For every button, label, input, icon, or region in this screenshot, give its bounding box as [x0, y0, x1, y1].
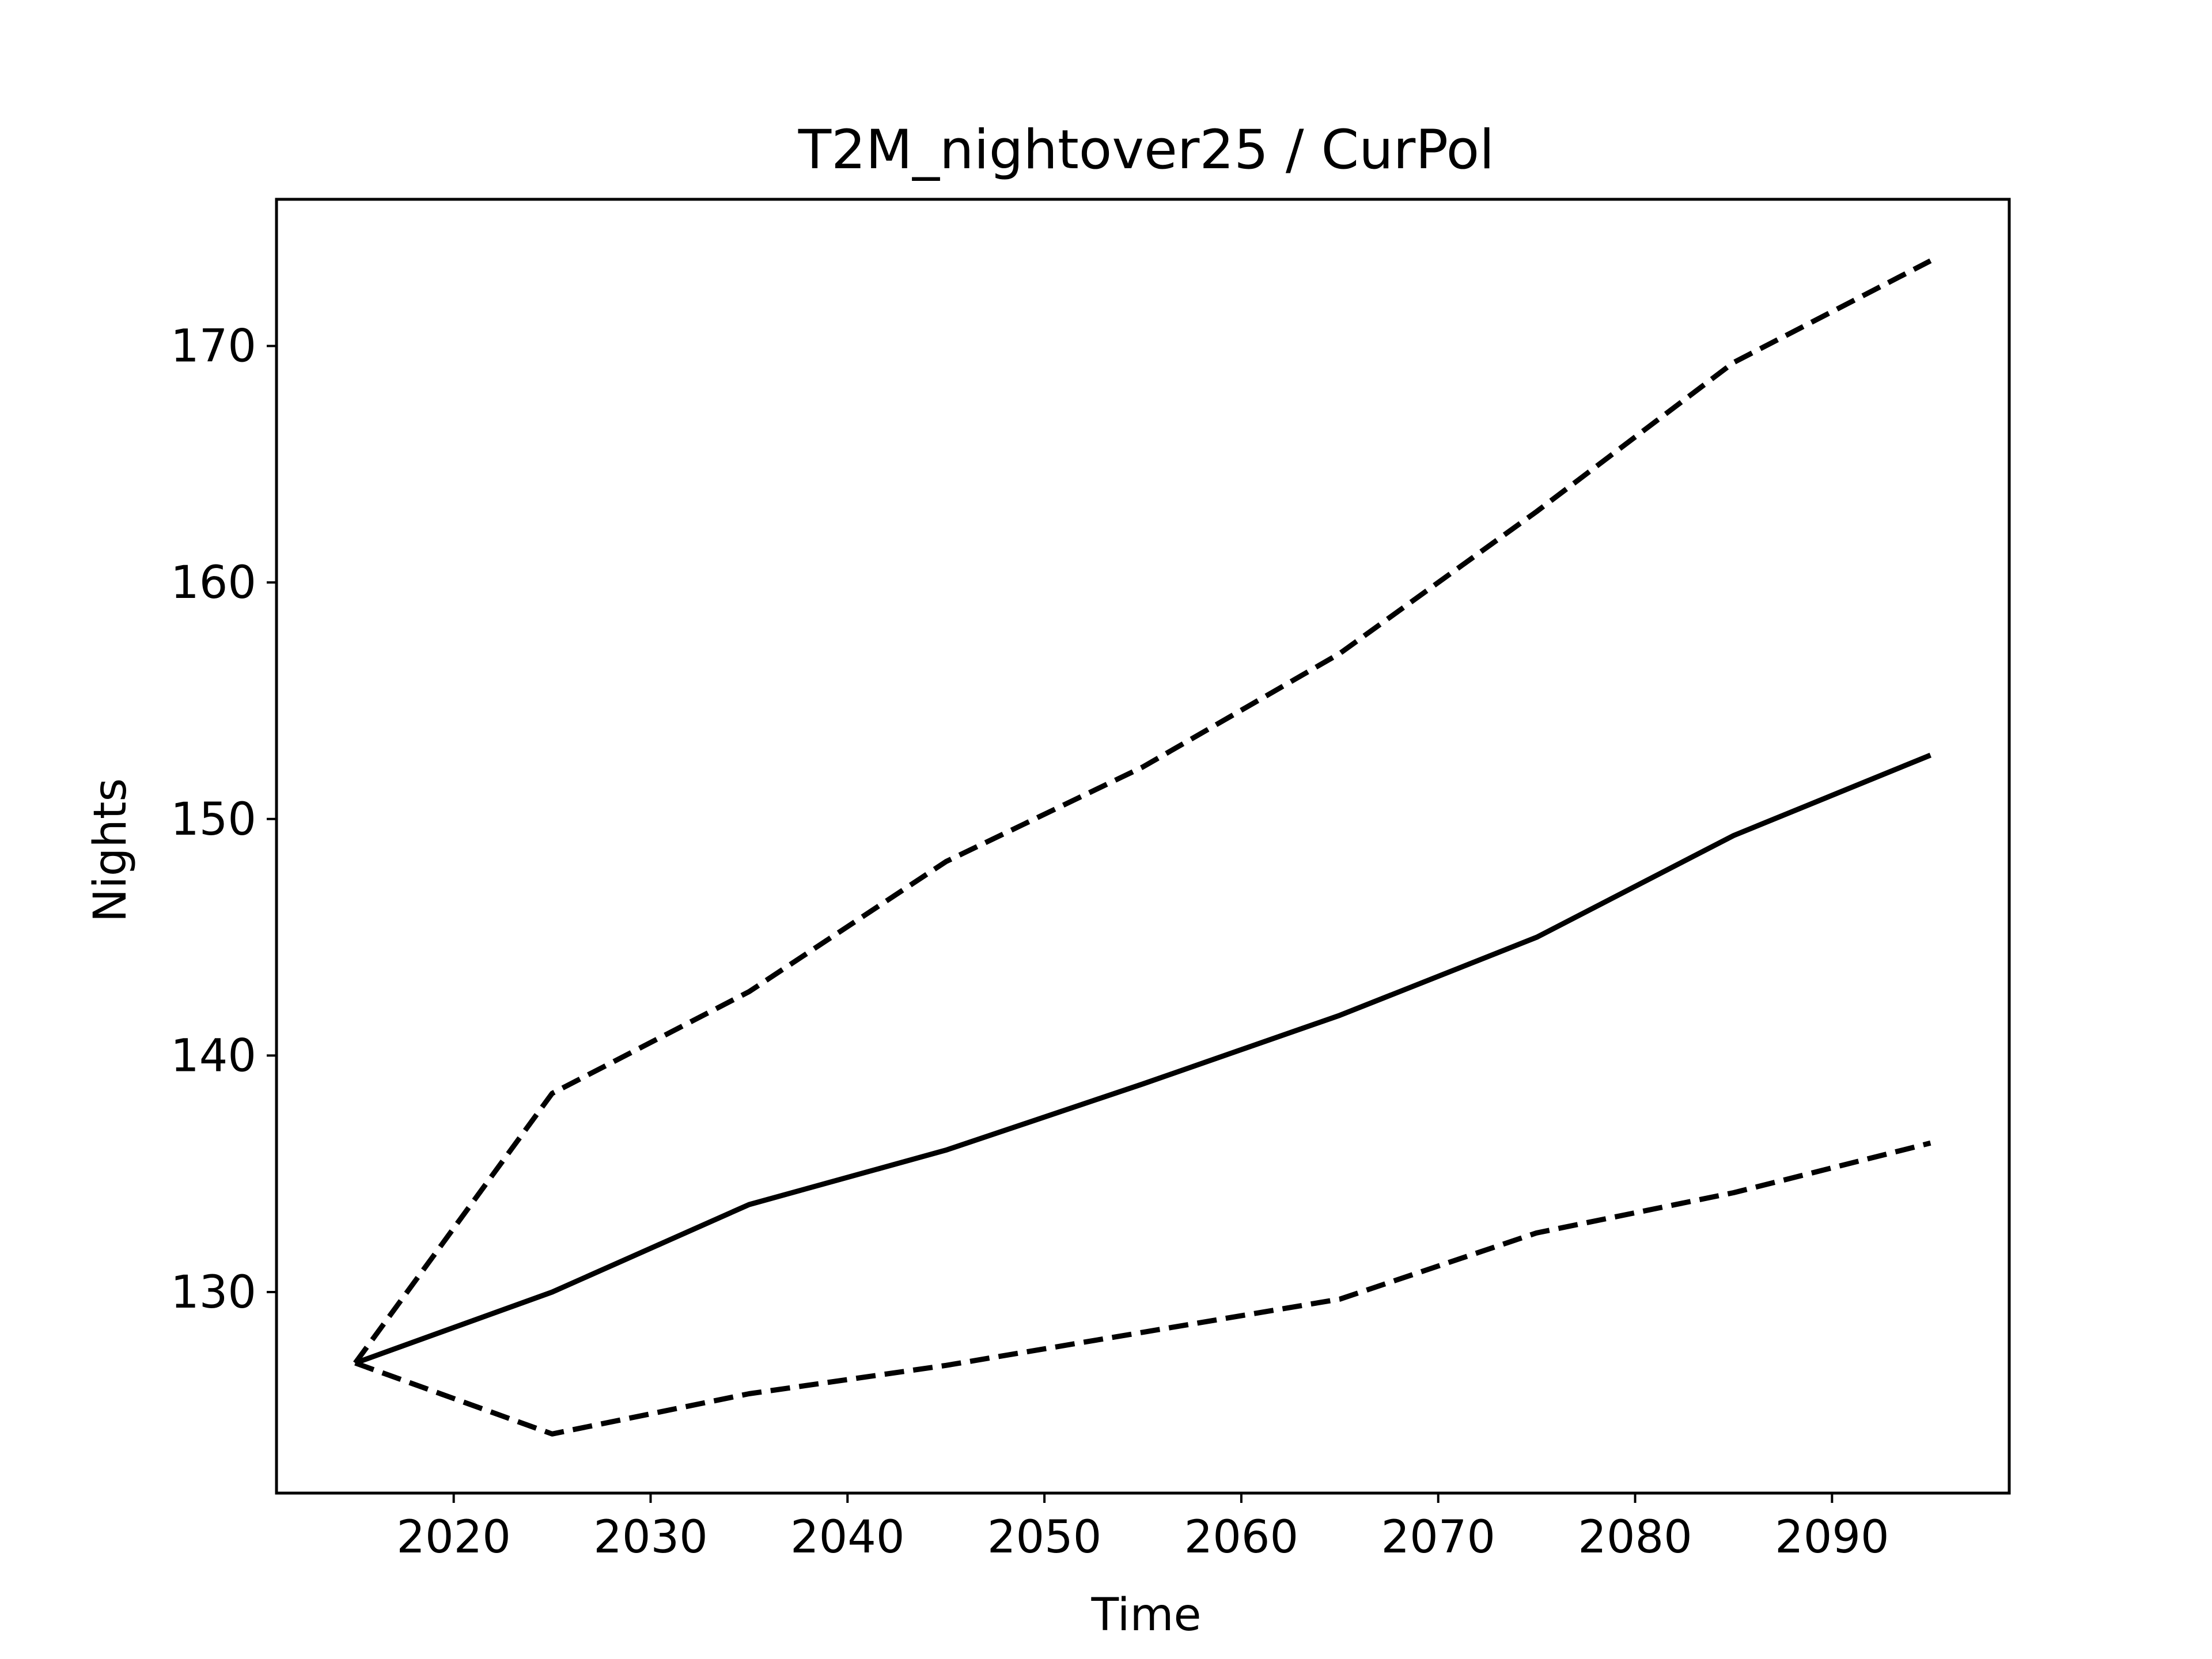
chart-title: T2M_nightover25 / CurPol: [798, 119, 1495, 181]
plot-frame: [275, 198, 2011, 1495]
x-tick-label: 2090: [1775, 1512, 1889, 1563]
solid-series-line-0: [354, 752, 1932, 1366]
series-layer: [353, 258, 1932, 1437]
x-tick-label: 2020: [396, 1512, 511, 1563]
x-tick-label: 2050: [987, 1512, 1102, 1563]
y-tick-label: 130: [171, 1267, 256, 1319]
x-tick-label: 2030: [593, 1512, 708, 1563]
x-axis-label: Time: [1091, 1589, 1202, 1641]
x-axis-ticks: 2020 2030 2040 2050 2060 2070 2080 2090: [396, 1493, 1889, 1563]
dashed-series-line-1: [353, 258, 1932, 1365]
y-tick-label: 160: [171, 557, 256, 609]
dashed-series-line-2: [354, 1140, 1931, 1437]
y-axis-label: Nights: [85, 778, 137, 922]
y-tick-label: 150: [171, 794, 256, 846]
y-tick-label: 170: [171, 321, 256, 373]
x-tick-label: 2070: [1381, 1512, 1495, 1563]
x-tick-label: 2060: [1184, 1512, 1299, 1563]
x-tick-label: 2080: [1578, 1512, 1692, 1563]
x-tick-label: 2040: [790, 1512, 905, 1563]
y-tick-label: 140: [171, 1030, 256, 1082]
y-axis-ticks: 130 140 150 160 170: [171, 321, 276, 1319]
